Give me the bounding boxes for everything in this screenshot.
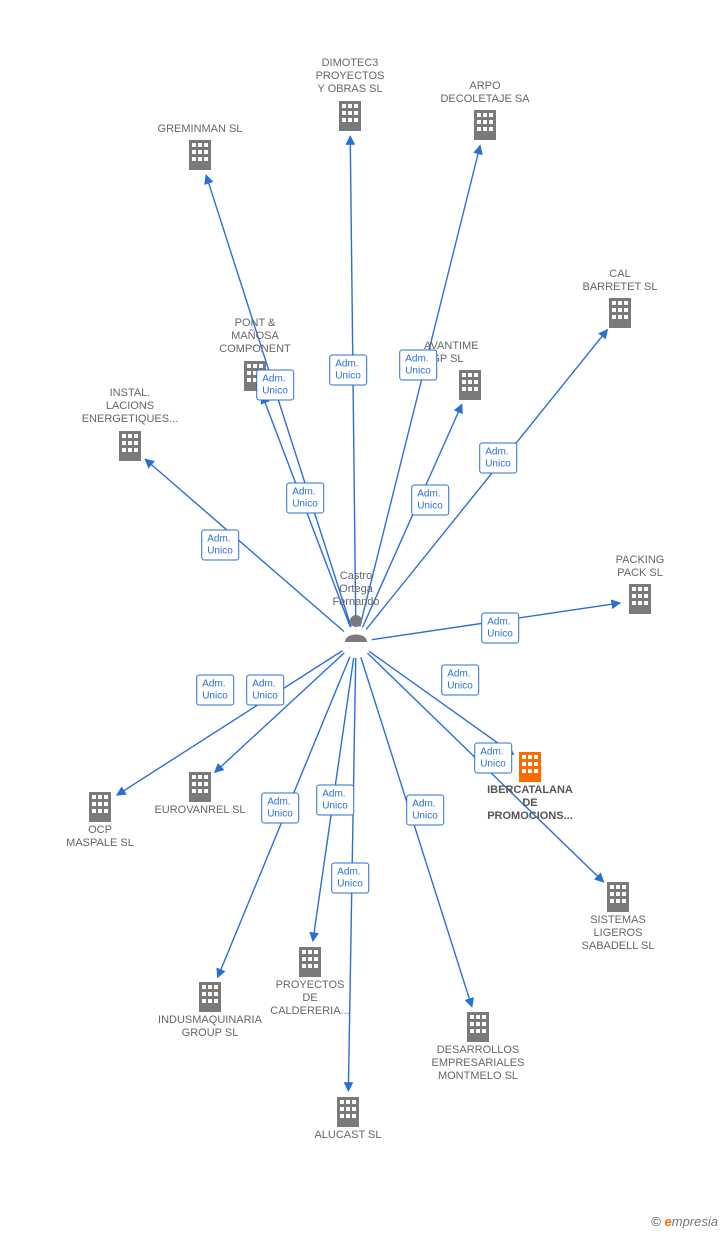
company-node-indus: INDUSMAQUINARIA GROUP SL [150, 980, 270, 1040]
company-node-alucast: ALUCAST SL [288, 1095, 408, 1142]
edge-label: Adm. Unico [406, 795, 444, 826]
building-icon [140, 138, 260, 170]
copyright-symbol: © [651, 1214, 661, 1229]
company-label: ARPO DECOLETAJE SA [425, 80, 545, 106]
edge-line [313, 658, 354, 941]
building-icon [418, 1010, 538, 1042]
company-label: ALUCAST SL [288, 1129, 408, 1142]
building-icon [40, 790, 160, 822]
building-icon [70, 429, 190, 461]
company-node-instal: INSTAL. LACIONS ENERGETIQUES... [70, 387, 190, 461]
company-node-dimotec: DIMOTEC3 PROYECTOS Y OBRAS SL [290, 57, 410, 131]
edge-label: Adm. Unico [411, 485, 449, 516]
company-label: IBERCATALANA DE PROMOCIONS... [470, 784, 590, 824]
edge-label: Adm. Unico [246, 675, 284, 706]
company-node-pont: PONT & MAÑOSA COMPONENT [195, 317, 315, 391]
edge-line [206, 175, 351, 627]
brand-first-letter: e [665, 1214, 672, 1229]
person-icon [296, 612, 416, 642]
edge-label: Adm. Unico [481, 613, 519, 644]
company-node-avantime: AVANTIME SGP SL [390, 340, 550, 400]
network-canvas: Castro Ortega Fernando GREMINMAN SL DIMO… [0, 0, 728, 1235]
building-icon [250, 945, 370, 977]
company-label: INSTAL. LACIONS ENERGETIQUES... [70, 387, 190, 427]
footer: © empresia [651, 1214, 718, 1229]
building-icon [558, 880, 678, 912]
company-node-greminman: GREMINMAN SL [140, 123, 260, 170]
company-label: INDUSMAQUINARIA GROUP SL [150, 1014, 270, 1040]
center-person-label: Castro Ortega Fernando [296, 570, 416, 610]
building-icon [580, 582, 700, 614]
company-node-sistemas: SISTEMAS LIGEROS SABADELL SL [558, 880, 678, 954]
company-label: DESARROLLOS EMPRESARIALES MONTMELO SL [418, 1044, 538, 1084]
edge-line [361, 657, 472, 1007]
edge-label: Adm. Unico [196, 675, 234, 706]
edge-line [350, 136, 356, 626]
edge-label: Adm. Unico [331, 863, 369, 894]
building-icon [290, 99, 410, 131]
building-icon [390, 368, 550, 400]
center-person-node: Castro Ortega Fernando [296, 570, 416, 642]
company-label: CAL BARRETET SL [560, 268, 680, 294]
building-icon [425, 108, 545, 140]
edge-line [215, 653, 345, 773]
company-node-packing: PACKING PACK SL [580, 554, 700, 614]
company-label: DIMOTEC3 PROYECTOS Y OBRAS SL [290, 57, 410, 97]
company-label: PONT & MAÑOSA COMPONENT [195, 317, 315, 357]
company-label: OCP MASPALE SL [40, 824, 160, 850]
building-icon [150, 980, 270, 1012]
edge-label: Adm. Unico [329, 355, 367, 386]
edge-label: Adm. Unico [441, 665, 479, 696]
edge-label: Adm. Unico [286, 483, 324, 514]
edge-line [348, 658, 355, 1091]
building-icon [470, 750, 590, 782]
company-node-desarrollos: DESARROLLOS EMPRESARIALES MONTMELO SL [418, 1010, 538, 1084]
edge-line [369, 651, 514, 754]
edge-label: Adm. Unico [479, 443, 517, 474]
company-label: AVANTIME SGP SL [424, 340, 550, 366]
company-label: GREMINMAN SL [140, 123, 260, 136]
building-icon [288, 1095, 408, 1127]
company-node-ocp: OCP MASPALE SL [40, 790, 160, 850]
edge-label: Adm. Unico [261, 793, 299, 824]
company-node-arpo: ARPO DECOLETAJE SA [425, 80, 545, 140]
company-node-ibercat: IBERCATALANA DE PROMOCIONS... [470, 750, 590, 824]
company-node-cal: CAL BARRETET SL [560, 268, 680, 328]
building-icon [195, 359, 315, 391]
edge-label: Adm. Unico [316, 785, 354, 816]
building-icon [560, 296, 680, 328]
company-label: PACKING PACK SL [580, 554, 700, 580]
brand-rest: mpresia [672, 1214, 718, 1229]
edge-label: Adm. Unico [201, 530, 239, 561]
company-label: SISTEMAS LIGEROS SABADELL SL [558, 914, 678, 954]
